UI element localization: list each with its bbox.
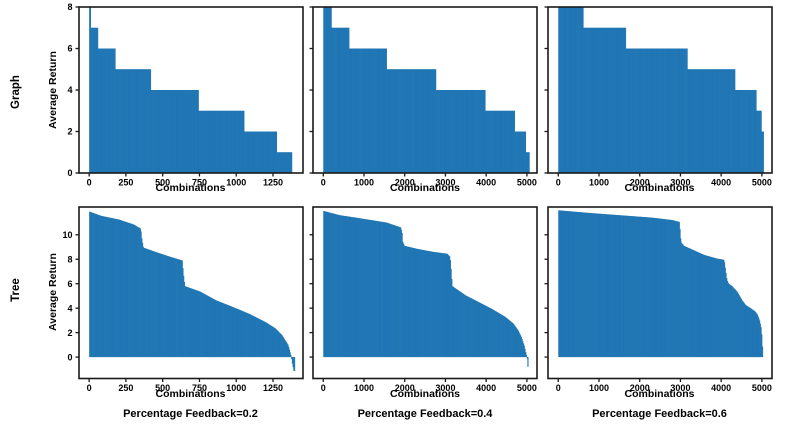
x-axis-ticks: 0 1000 2000 3000 4000 5000 bbox=[555, 173, 771, 188]
x-tick-label: 1000 bbox=[354, 383, 374, 393]
bar-series bbox=[557, 7, 764, 173]
x-tick-label: 1000 bbox=[588, 178, 608, 188]
x-tick-label: 500 bbox=[155, 178, 170, 188]
row-label-graph: Graph bbox=[10, 75, 22, 109]
x-tick-label: 5000 bbox=[517, 383, 537, 393]
y-axis-ticks bbox=[309, 6, 313, 174]
x-tick-label: 5000 bbox=[517, 178, 537, 188]
y-tick-label: 0 bbox=[67, 168, 72, 178]
bar-series bbox=[323, 7, 530, 173]
plot-area: 0 250 500 750 1000 1250 0 2 4 6 8 bbox=[67, 2, 304, 188]
x-tick-label: 3000 bbox=[435, 178, 455, 188]
plot-area: 0 1000 2000 3000 4000 5000 bbox=[544, 206, 773, 393]
x-tick-label: 2000 bbox=[395, 178, 415, 188]
plot-area: 0 1000 2000 3000 4000 5000 bbox=[544, 6, 773, 188]
axes-spines bbox=[546, 206, 773, 380]
chart-tree-feedback-0.4: 0 1000 2000 3000 4000 5000 bbox=[277, 202, 545, 400]
x-tick-label: 750 bbox=[191, 383, 206, 393]
y-tick-label: 10 bbox=[62, 230, 72, 240]
y-tick-label: 6 bbox=[67, 44, 72, 54]
y-tick-label: 8 bbox=[67, 254, 72, 264]
row-label-tree: Tree bbox=[10, 278, 22, 302]
x-tick-label: 4000 bbox=[711, 178, 731, 188]
y-axis-ticks bbox=[544, 234, 548, 358]
x-axis-ticks: 0 1000 2000 3000 4000 5000 bbox=[321, 173, 537, 188]
x-tick-label: 0 bbox=[555, 178, 560, 188]
x-tick-label: 5000 bbox=[751, 383, 771, 393]
x-tick-label: 0 bbox=[321, 178, 326, 188]
x-tick-label: 4000 bbox=[711, 383, 731, 393]
chart-graph-feedback-0.2: 0 250 500 750 1000 1250 0 2 4 6 8 bbox=[43, 2, 311, 194]
x-tick-label: 3000 bbox=[670, 383, 690, 393]
x-axis-ticks: 0 1000 2000 3000 4000 5000 bbox=[321, 378, 537, 393]
y-tick-label: 4 bbox=[67, 85, 72, 95]
y-tick-label: 2 bbox=[67, 127, 72, 137]
x-tick-label: 4000 bbox=[476, 383, 496, 393]
x-tick-label: 500 bbox=[155, 383, 170, 393]
x-tick-label: 250 bbox=[118, 178, 133, 188]
bar-series bbox=[557, 210, 763, 358]
x-tick-label: 1000 bbox=[226, 178, 246, 188]
x-axis-ticks: 0 1000 2000 3000 4000 5000 bbox=[555, 378, 771, 393]
x-tick-label: 0 bbox=[321, 383, 326, 393]
plot-area: 0 1000 2000 3000 4000 5000 bbox=[309, 6, 538, 188]
plot-area: 0 1000 2000 3000 4000 5000 bbox=[309, 206, 538, 393]
x-tick-label: 1000 bbox=[588, 383, 608, 393]
bar-series bbox=[323, 211, 529, 367]
x-tick-label: 1000 bbox=[226, 383, 246, 393]
y-tick-label: 2 bbox=[67, 328, 72, 338]
caption-feedback-0.6: Percentage Feedback=0.6 bbox=[592, 408, 727, 420]
x-tick-label: 0 bbox=[86, 178, 91, 188]
x-axis-label: Combinations bbox=[390, 182, 460, 194]
y-tick-label: 0 bbox=[67, 352, 72, 362]
axes-spines bbox=[312, 206, 538, 380]
x-tick-label: 250 bbox=[118, 383, 133, 393]
y-axis-ticks: 0 2 4 6 8 10 bbox=[62, 230, 79, 362]
x-tick-label: 3000 bbox=[670, 178, 690, 188]
y-axis-ticks: 0 2 4 6 8 bbox=[67, 2, 79, 178]
x-tick-label: 1000 bbox=[354, 178, 374, 188]
caption-feedback-0.4: Percentage Feedback=0.4 bbox=[357, 408, 493, 420]
x-tick-label: 750 bbox=[191, 178, 206, 188]
x-tick-label: 0 bbox=[555, 383, 560, 393]
x-tick-label: 2000 bbox=[395, 383, 415, 393]
x-axis-label: Combinations bbox=[390, 388, 460, 400]
y-axis-ticks bbox=[544, 6, 548, 174]
x-axis-label: Combinations bbox=[624, 182, 695, 194]
x-tick-label: 2000 bbox=[629, 383, 649, 393]
bar-series bbox=[88, 211, 295, 371]
y-tick-label: 6 bbox=[67, 279, 72, 289]
x-tick-label: 0 bbox=[86, 383, 91, 393]
x-tick-label: 4000 bbox=[476, 178, 496, 188]
x-tick-label: 2000 bbox=[629, 178, 649, 188]
y-tick-label: 8 bbox=[67, 2, 72, 12]
x-axis-ticks: 0 250 500 750 1000 1250 bbox=[86, 173, 283, 188]
axes-spines bbox=[77, 206, 304, 380]
x-tick-label: 3000 bbox=[435, 383, 455, 393]
x-axis-ticks: 0 250 500 750 1000 1250 bbox=[86, 378, 283, 393]
x-axis-label: Combinations bbox=[155, 388, 226, 400]
chart-graph-feedback-0.6: 0 1000 2000 3000 4000 5000 bbox=[512, 2, 780, 194]
x-tick-label: 5000 bbox=[751, 178, 771, 188]
x-axis-label: Combinations bbox=[155, 182, 226, 194]
chart-graph-feedback-0.4: 0 1000 2000 3000 4000 5000 bbox=[277, 2, 545, 194]
bar-series bbox=[88, 7, 292, 173]
caption-feedback-0.2: Percentage Feedback=0.2 bbox=[123, 408, 258, 420]
chart-tree-feedback-0.6: 0 1000 2000 3000 4000 5000 bbox=[512, 202, 780, 400]
y-axis-ticks bbox=[309, 234, 313, 358]
chart-tree-feedback-0.2: 0 250 500 750 1000 1250 0 2 4 6 8 10 bbox=[43, 202, 311, 400]
x-axis-label: Combinations bbox=[624, 388, 695, 400]
x-tick-label: 1250 bbox=[262, 178, 282, 188]
y-tick-label: 4 bbox=[67, 303, 72, 313]
plot-area: 0 250 500 750 1000 1250 0 2 4 6 8 10 bbox=[62, 206, 304, 393]
x-tick-label: 1250 bbox=[262, 383, 282, 393]
